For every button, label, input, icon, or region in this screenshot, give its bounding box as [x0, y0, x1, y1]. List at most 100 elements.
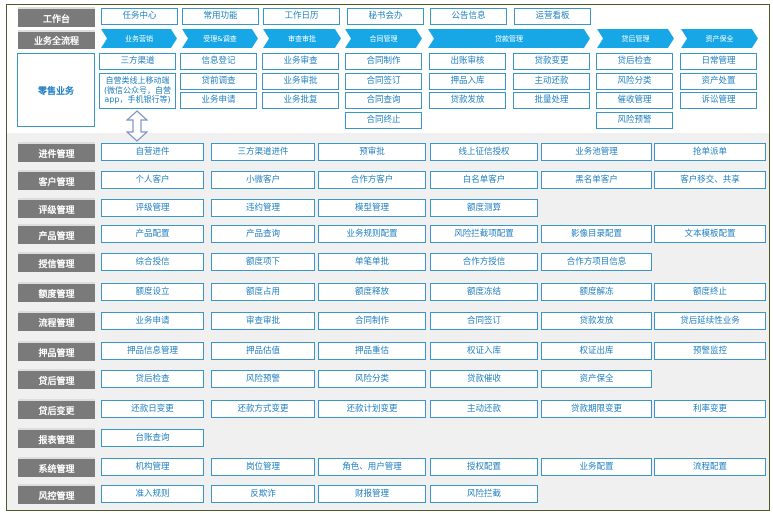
module-item[interactable]: 还款日变更 — [101, 400, 204, 418]
retail-item[interactable]: 贷后检查 — [596, 53, 673, 70]
module-item[interactable]: 预警监控 — [654, 342, 766, 360]
module-item[interactable]: 产品查询 — [211, 225, 315, 243]
retail-item[interactable]: 主动还款 — [513, 72, 590, 90]
module-item[interactable]: 额度释放 — [318, 283, 426, 301]
retail-item[interactable]: 日常管理 — [680, 53, 757, 70]
module-item[interactable]: 额度项下 — [211, 253, 315, 271]
process-stage[interactable]: 资产保全 — [681, 29, 758, 48]
module-item[interactable]: 业务申请 — [101, 312, 204, 330]
module-item[interactable]: 准入规则 — [101, 485, 204, 503]
retail-item[interactable]: 合同签订 — [345, 72, 422, 90]
retail-item[interactable]: 诉讼管理 — [680, 92, 757, 109]
workbench-item[interactable]: 公告信息 — [430, 8, 507, 25]
module-item[interactable]: 影像目录配置 — [541, 225, 652, 243]
module-item[interactable]: 押品信息管理 — [101, 342, 204, 360]
module-item[interactable]: 合作方项目信息 — [541, 253, 652, 271]
module-item[interactable]: 白名单客户 — [430, 171, 538, 189]
retail-item[interactable]: 业务申请 — [180, 92, 257, 109]
module-item[interactable]: 额度解冻 — [541, 283, 652, 301]
module-item[interactable]: 角色、用户管理 — [318, 458, 426, 476]
workbench-item[interactable]: 常用功能 — [182, 8, 259, 25]
module-item[interactable]: 押品重估 — [318, 342, 426, 360]
workbench-item[interactable]: 任务中心 — [101, 8, 178, 25]
module-item[interactable]: 模型管理 — [318, 199, 426, 217]
module-item[interactable]: 合作方授信 — [430, 253, 538, 271]
process-stage[interactable]: 受理&调查 — [182, 29, 258, 48]
module-item[interactable]: 额度设立 — [101, 283, 204, 301]
retail-item[interactable]: 资产处置 — [680, 72, 757, 90]
retail-item[interactable]: 出账审核 — [429, 53, 506, 70]
module-item[interactable]: 贷款发放 — [541, 312, 652, 330]
module-item[interactable]: 预审批 — [318, 143, 426, 161]
retail-item[interactable]: 贷前调查 — [180, 72, 257, 90]
module-item[interactable]: 三方渠道进件 — [211, 143, 315, 161]
module-item[interactable]: 财报管理 — [318, 485, 426, 503]
module-item[interactable]: 风险拦截项配置 — [430, 225, 538, 243]
module-item[interactable]: 主动还款 — [430, 400, 538, 418]
module-item[interactable]: 利率变更 — [654, 400, 766, 418]
module-item[interactable]: 客户移交、共享 — [654, 171, 766, 189]
module-item[interactable]: 权证入库 — [430, 342, 538, 360]
module-item[interactable]: 风险拦截 — [430, 485, 538, 503]
module-item[interactable]: 小微客户 — [211, 171, 315, 189]
module-item[interactable]: 机构管理 — [101, 458, 204, 476]
module-item[interactable]: 单笔单批 — [318, 253, 426, 271]
retail-item[interactable]: 风险分类 — [596, 72, 673, 90]
module-item[interactable]: 综合授信 — [101, 253, 204, 271]
module-item[interactable]: 风险预警 — [211, 370, 315, 388]
module-item[interactable]: 审查审批 — [211, 312, 315, 330]
retail-item[interactable]: 合同终止 — [345, 111, 422, 129]
module-item[interactable]: 违约管理 — [211, 199, 315, 217]
workbench-item[interactable]: 工作日历 — [263, 8, 340, 25]
retail-item[interactable]: 批量处理 — [513, 92, 590, 109]
module-item[interactable]: 自营进件 — [101, 143, 204, 161]
module-item[interactable]: 授权配置 — [430, 458, 538, 476]
retail-item[interactable]: 三方渠道 — [99, 53, 176, 70]
process-stage[interactable]: 贷款管理 — [428, 29, 590, 48]
process-stage[interactable]: 业务营销 — [101, 29, 177, 48]
module-item[interactable]: 额度终止 — [654, 283, 766, 301]
retail-item[interactable]: 合同制作 — [345, 53, 422, 70]
module-item[interactable]: 还款计划变更 — [318, 400, 426, 418]
module-item[interactable]: 评级管理 — [101, 199, 204, 217]
module-item[interactable]: 贷款催收 — [430, 370, 538, 388]
module-item[interactable]: 黑名单客户 — [541, 171, 652, 189]
module-item[interactable]: 贷后延续性业务 — [654, 312, 766, 330]
retail-item[interactable]: 业务审批 — [262, 72, 339, 90]
module-item[interactable]: 贷款期限变更 — [541, 400, 652, 418]
module-item[interactable]: 反欺诈 — [211, 485, 315, 503]
module-item[interactable]: 权证出库 — [541, 342, 652, 360]
process-stage[interactable]: 审查审批 — [263, 29, 341, 48]
module-item[interactable]: 还款方式变更 — [211, 400, 315, 418]
module-item[interactable]: 抢单派单 — [654, 143, 766, 161]
module-item[interactable]: 风险分类 — [318, 370, 426, 388]
module-item[interactable]: 合作方客户 — [318, 171, 426, 189]
module-item[interactable]: 合同签订 — [430, 312, 538, 330]
module-item[interactable]: 额度占用 — [211, 283, 315, 301]
workbench-item[interactable]: 秘书会办 — [347, 8, 424, 25]
retail-item[interactable]: 风险预警 — [596, 111, 673, 129]
module-item[interactable]: 合同制作 — [318, 312, 426, 330]
module-item[interactable]: 资产保全 — [541, 370, 652, 388]
retail-item[interactable]: 贷款变更 — [513, 53, 590, 70]
process-stage[interactable]: 贷后管理 — [597, 29, 674, 48]
module-item[interactable]: 额度测算 — [430, 199, 538, 217]
module-item[interactable]: 岗位管理 — [211, 458, 315, 476]
retail-item[interactable]: 业务批复 — [262, 92, 339, 109]
process-stage[interactable]: 合同管理 — [345, 29, 422, 48]
module-item[interactable]: 产品配置 — [101, 225, 204, 243]
module-item[interactable]: 线上征信授权 — [430, 143, 538, 161]
retail-item[interactable]: 贷款发放 — [429, 92, 506, 109]
module-item[interactable]: 业务配置 — [541, 458, 652, 476]
module-item[interactable]: 文本模板配置 — [654, 225, 766, 243]
module-item[interactable]: 贷后检查 — [101, 370, 204, 388]
retail-item[interactable]: 押品入库 — [429, 72, 506, 90]
retail-item[interactable]: 催收管理 — [596, 92, 673, 109]
module-item[interactable]: 押品估值 — [211, 342, 315, 360]
module-item[interactable]: 台账查询 — [101, 429, 204, 447]
module-item[interactable]: 业务规则配置 — [318, 225, 426, 243]
retail-item[interactable]: 业务审查 — [262, 53, 339, 70]
retail-item[interactable]: 合同查询 — [345, 92, 422, 109]
module-item[interactable]: 流程配置 — [654, 458, 766, 476]
retail-item[interactable]: 信息登记 — [180, 53, 257, 70]
